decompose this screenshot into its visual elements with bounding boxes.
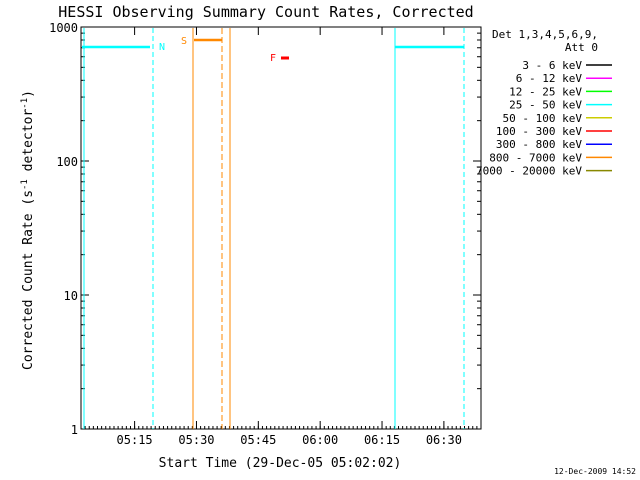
x-tick-label-0: 05:15 bbox=[117, 433, 153, 447]
legend-label-6: 300 - 800 keV bbox=[496, 138, 582, 151]
s-flag-label: S bbox=[181, 36, 187, 47]
legend-header-1: Det 1,3,4,5,6,9, bbox=[492, 28, 598, 41]
legend-label-1: 6 - 12 keV bbox=[516, 72, 583, 85]
x-tick-label-1: 05:30 bbox=[178, 433, 214, 447]
f-flag-label: F bbox=[270, 53, 276, 64]
legend-label-2: 12 - 25 keV bbox=[509, 85, 582, 98]
timestamp: 12-Dec-2009 14:52 bbox=[554, 467, 636, 476]
axis-layer: 05:15 05:30 05:45 06:00 06:15 06:30 1 10 100 1000 bbox=[49, 21, 481, 447]
x-tick-label-2: 05:45 bbox=[240, 433, 276, 447]
y-tick-label-3: 1000 bbox=[49, 21, 78, 35]
chart-title: HESSI Observing Summary Count Rates, Cor… bbox=[58, 3, 473, 21]
n-flag-label: N bbox=[159, 42, 165, 53]
ylabel-sup1: -1 bbox=[20, 179, 30, 190]
plot-frame bbox=[80, 26, 482, 430]
ylabel-part3: ) bbox=[21, 90, 36, 98]
legend-label-5: 100 - 300 keV bbox=[496, 125, 582, 138]
ylabel-sup2: -1 bbox=[20, 98, 30, 109]
legend-label-0: 3 - 6 keV bbox=[522, 59, 582, 72]
x-tick-label-4: 06:15 bbox=[364, 433, 400, 447]
x-tick-label-5: 06:30 bbox=[426, 433, 462, 447]
y-tick-label-1: 10 bbox=[64, 289, 78, 303]
legend-label-4: 50 - 100 keV bbox=[503, 112, 583, 125]
legend-header-2: Att 0 bbox=[565, 41, 598, 54]
legend-label-7: 800 - 7000 keV bbox=[489, 151, 582, 164]
flag-layer: N S F bbox=[82, 28, 465, 429]
ylabel-part1: Corrected Count Rate (s bbox=[21, 190, 36, 370]
y-tick-label-0: 1 bbox=[71, 423, 78, 437]
y-axis-label: Corrected Count Rate (s-1 detector-1) bbox=[20, 90, 36, 370]
x-axis-label: Start Time (29-Dec-05 05:02:02) bbox=[159, 456, 402, 471]
ylabel-part2: detector bbox=[21, 109, 36, 180]
legend-label-3: 25 - 50 keV bbox=[509, 99, 582, 112]
legend-label-8: 7000 - 20000 keV bbox=[476, 165, 582, 178]
y-tick-label-2: 100 bbox=[56, 155, 78, 169]
x-tick-label-3: 06:00 bbox=[302, 433, 338, 447]
